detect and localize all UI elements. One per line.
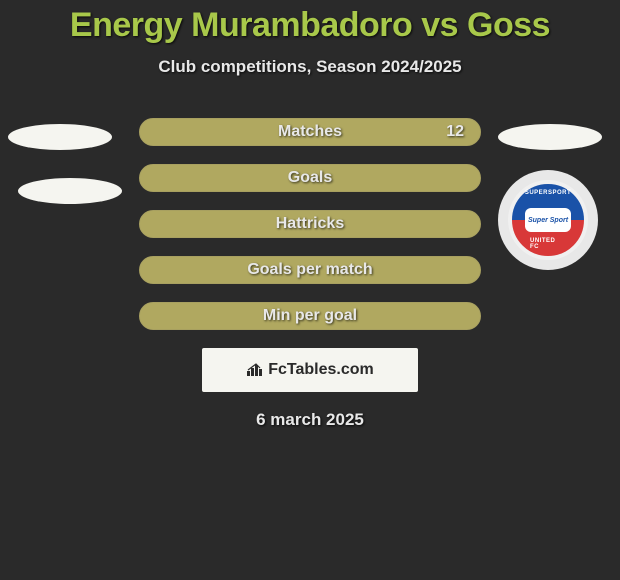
stat-row-min-per-goal: Min per goal bbox=[139, 302, 481, 330]
stat-label: Min per goal bbox=[263, 307, 357, 325]
subtitle: Club competitions, Season 2024/2025 bbox=[0, 57, 620, 77]
stat-value-right: 12 bbox=[446, 123, 464, 141]
stats-bars: Matches 12 Goals Hattricks Goals per mat… bbox=[0, 118, 620, 430]
page-title: Energy Murambadoro vs Goss bbox=[0, 0, 620, 45]
date-text: 6 march 2025 bbox=[0, 410, 620, 430]
stat-row-goals-per-match: Goals per match bbox=[139, 256, 481, 284]
stat-row-hattricks: Hattricks bbox=[139, 210, 481, 238]
stat-row-goals: Goals bbox=[139, 164, 481, 192]
stat-label: Hattricks bbox=[276, 215, 344, 233]
brand-text: FcTables.com bbox=[268, 361, 374, 379]
stat-label: Goals per match bbox=[247, 261, 372, 279]
bar-chart-icon bbox=[246, 363, 264, 377]
brand-box: FcTables.com bbox=[202, 348, 418, 392]
stat-label: Goals bbox=[288, 169, 332, 187]
stat-label: Matches bbox=[278, 123, 342, 141]
stat-row-matches: Matches 12 bbox=[139, 118, 481, 146]
